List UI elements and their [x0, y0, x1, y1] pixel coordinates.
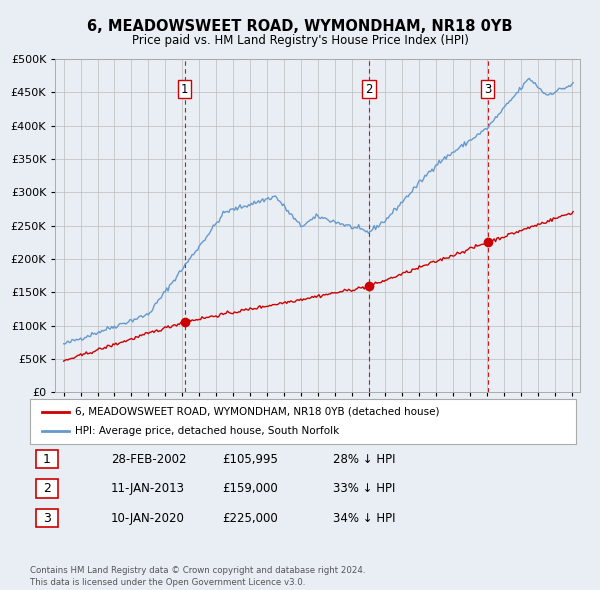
Text: HPI: Average price, detached house, South Norfolk: HPI: Average price, detached house, Sout… [75, 427, 339, 436]
Text: 6, MEADOWSWEET ROAD, WYMONDHAM, NR18 0YB (detached house): 6, MEADOWSWEET ROAD, WYMONDHAM, NR18 0YB… [75, 407, 439, 417]
Text: Price paid vs. HM Land Registry's House Price Index (HPI): Price paid vs. HM Land Registry's House … [131, 34, 469, 47]
Text: 1: 1 [43, 453, 51, 466]
Text: 28-FEB-2002: 28-FEB-2002 [111, 453, 187, 466]
Text: Contains HM Land Registry data © Crown copyright and database right 2024.
This d: Contains HM Land Registry data © Crown c… [30, 566, 365, 587]
Text: £159,000: £159,000 [222, 482, 278, 495]
Text: £105,995: £105,995 [222, 453, 278, 466]
Text: 2: 2 [43, 482, 51, 495]
Text: 1: 1 [181, 83, 188, 96]
Text: 6, MEADOWSWEET ROAD, WYMONDHAM, NR18 0YB: 6, MEADOWSWEET ROAD, WYMONDHAM, NR18 0YB [87, 19, 513, 34]
Text: 10-JAN-2020: 10-JAN-2020 [111, 512, 185, 525]
Text: 3: 3 [484, 83, 491, 96]
Text: 11-JAN-2013: 11-JAN-2013 [111, 482, 185, 495]
Text: 3: 3 [43, 512, 51, 525]
Text: 28% ↓ HPI: 28% ↓ HPI [333, 453, 395, 466]
Text: 2: 2 [365, 83, 373, 96]
Text: £225,000: £225,000 [222, 512, 278, 525]
Text: 34% ↓ HPI: 34% ↓ HPI [333, 512, 395, 525]
Text: 33% ↓ HPI: 33% ↓ HPI [333, 482, 395, 495]
